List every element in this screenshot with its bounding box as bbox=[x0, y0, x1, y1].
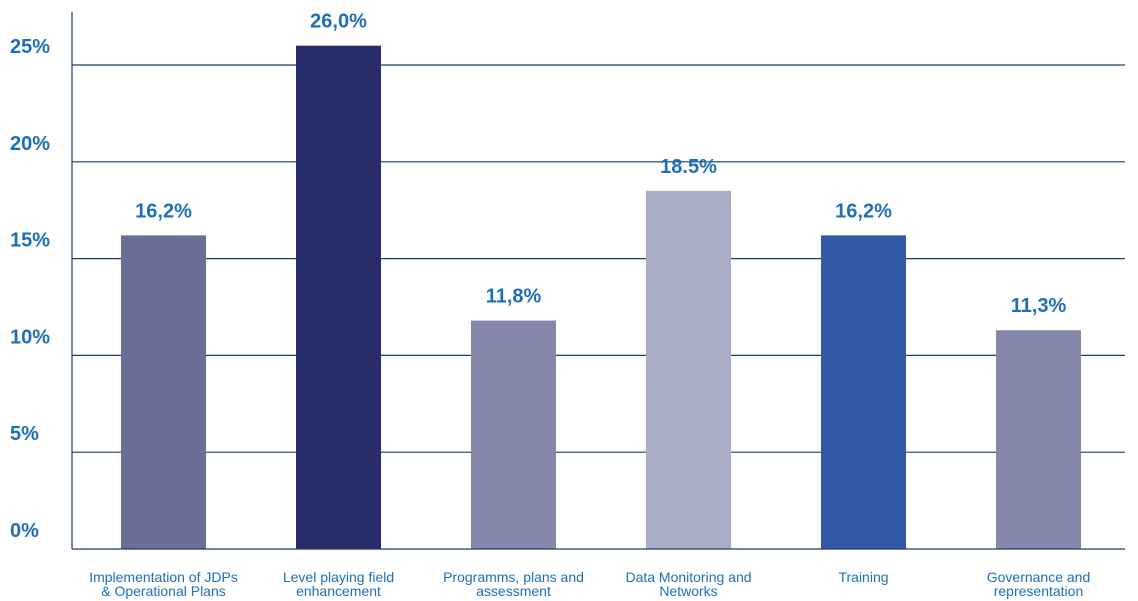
bar bbox=[296, 45, 381, 549]
category-label: Implementation of JDPs & Operational Plan… bbox=[89, 569, 238, 599]
category-labels: Implementation of JDPs & Operational Plan… bbox=[89, 569, 1090, 599]
category-label: Level playing field enhancement bbox=[283, 569, 394, 599]
bar bbox=[646, 190, 731, 549]
y-tick-label: 15% bbox=[10, 230, 50, 252]
data-label: 18.5% bbox=[660, 156, 717, 178]
bar bbox=[471, 320, 556, 549]
bar bbox=[121, 235, 206, 550]
y-tick-label: 25% bbox=[10, 36, 50, 58]
bars bbox=[121, 45, 1081, 550]
category-label: Training bbox=[838, 569, 888, 585]
data-labels: 16,2% 26,0% 11,8% 18.5% 16,2% 11,3% bbox=[135, 11, 1066, 318]
data-label: 11,3% bbox=[1011, 295, 1067, 317]
y-tick-label: 10% bbox=[10, 326, 50, 348]
y-tick-label: 0% bbox=[10, 520, 39, 542]
y-tick-label: 20% bbox=[10, 133, 50, 155]
gridlines bbox=[72, 64, 1125, 453]
y-tick-labels: 0% 5% 10% 15% 20% 25% bbox=[10, 36, 50, 542]
data-label: 11,8% bbox=[486, 286, 542, 308]
data-label: 26,0% bbox=[310, 11, 367, 33]
bar bbox=[821, 235, 906, 550]
data-label: 16,2% bbox=[835, 200, 892, 222]
bar bbox=[996, 330, 1081, 549]
y-tick-label: 5% bbox=[10, 423, 39, 445]
data-label: 16,2% bbox=[135, 200, 192, 222]
category-label: Data Monitoring and Networks bbox=[625, 569, 751, 599]
category-label: Programms, plans and assessment bbox=[443, 569, 584, 599]
category-label: Governance and representation bbox=[987, 569, 1091, 599]
axes bbox=[71, 12, 1125, 550]
